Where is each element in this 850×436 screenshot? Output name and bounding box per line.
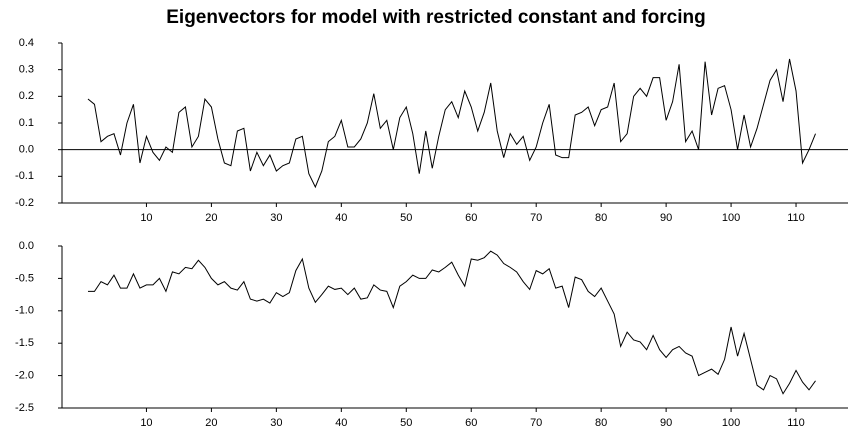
y-tick-label: 0.4	[19, 37, 34, 49]
data-line	[87, 58, 816, 189]
x-tick-label: 110	[787, 212, 805, 224]
x-tick-label: 90	[660, 212, 672, 224]
y-tick-label: 0.1	[19, 117, 34, 129]
y-tick-label: -0.1	[15, 170, 34, 182]
x-tick-label: 100	[722, 417, 740, 429]
x-tick-label: 70	[530, 417, 542, 429]
data-line	[87, 250, 816, 395]
x-tick-label: 50	[400, 212, 412, 224]
x-tick-label: 40	[335, 212, 347, 224]
y-tick-label: -0.2	[15, 197, 34, 209]
chart-title: Eigenvectors for model with restricted c…	[166, 7, 705, 28]
y-tick-label: 0.0	[19, 240, 34, 252]
x-tick-label: 40	[335, 417, 347, 429]
x-tick-label: 70	[530, 212, 542, 224]
x-tick-label: 60	[465, 417, 477, 429]
x-tick-label: 100	[722, 212, 740, 224]
x-tick-label: 30	[270, 417, 282, 429]
y-tick-label: -2.0	[15, 370, 34, 382]
y-tick-label: -0.5	[15, 272, 34, 284]
y-tick-label: -2.5	[15, 402, 34, 414]
x-tick-label: 80	[595, 417, 607, 429]
y-tick-label: 0.0	[19, 144, 34, 156]
x-tick-label: 20	[205, 212, 217, 224]
x-tick-label: 30	[270, 212, 282, 224]
x-tick-label: 50	[400, 417, 412, 429]
y-tick-label: -1.0	[15, 305, 34, 317]
x-tick-label: 90	[660, 417, 672, 429]
x-tick-label: 10	[140, 212, 152, 224]
x-tick-label: 80	[595, 212, 607, 224]
y-tick-label: 0.3	[19, 64, 34, 76]
x-tick-label: 110	[787, 417, 805, 429]
x-tick-label: 20	[205, 417, 217, 429]
x-tick-label: 10	[140, 417, 152, 429]
y-tick-label: -1.5	[15, 337, 34, 349]
y-tick-label: 0.2	[19, 90, 34, 102]
x-tick-label: 60	[465, 212, 477, 224]
